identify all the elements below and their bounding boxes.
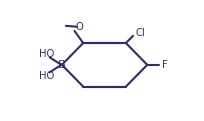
Text: Cl: Cl — [136, 28, 146, 38]
Text: O: O — [75, 22, 83, 32]
Text: HO: HO — [39, 49, 54, 59]
Text: B: B — [58, 60, 66, 70]
Text: F: F — [162, 60, 168, 70]
Text: HO: HO — [39, 71, 54, 81]
